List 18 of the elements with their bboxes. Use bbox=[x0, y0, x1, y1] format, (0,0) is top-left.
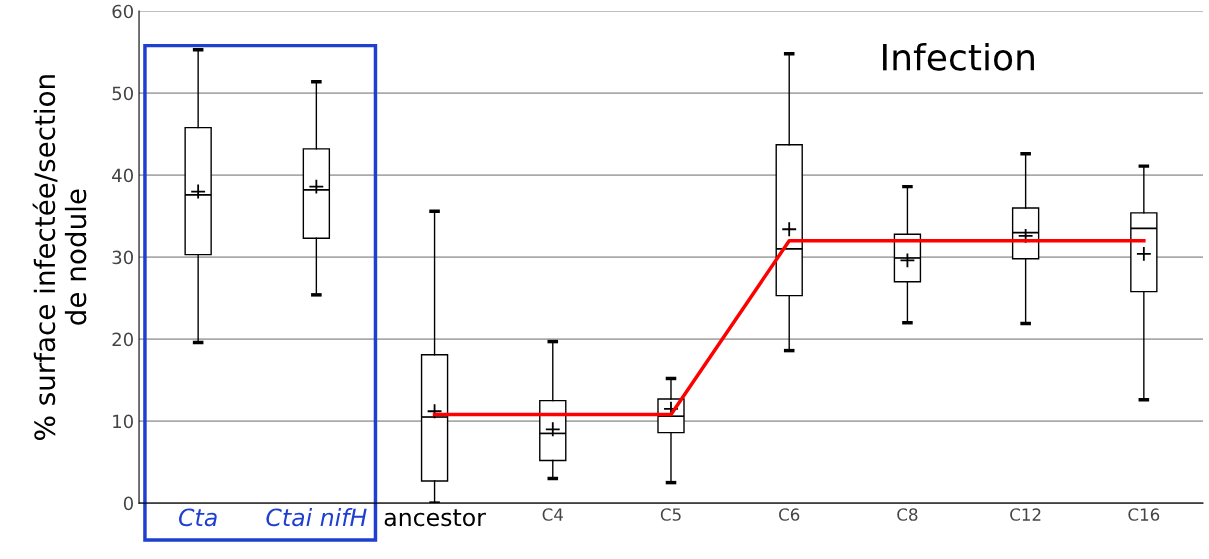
x-tick-label: ancestor bbox=[384, 509, 486, 527]
y-tick-label: 10 bbox=[113, 414, 133, 429]
y-axis-title: % surface infectée/section de nodule bbox=[32, 75, 87, 440]
x-tick-label: C8 bbox=[897, 508, 918, 521]
y-tick-label: 30 bbox=[112, 250, 133, 265]
x-tick-label: C16 bbox=[1128, 508, 1160, 521]
annotation: Infection bbox=[883, 42, 1034, 71]
x-tick-label: C4 bbox=[542, 508, 563, 521]
x-tick-label: Cta bbox=[179, 508, 217, 527]
y-tick-label: 0 bbox=[123, 496, 133, 511]
y-tick-label: 40 bbox=[112, 168, 133, 183]
y-tick-label: 20 bbox=[112, 332, 133, 347]
y-tick-label: 50 bbox=[112, 86, 133, 101]
x-tick-label: Ctai nifH bbox=[266, 507, 367, 527]
y-tick-label: 60 bbox=[112, 4, 133, 19]
x-tick-label: C12 bbox=[1010, 508, 1041, 521]
x-tick-label: C5 bbox=[660, 508, 681, 521]
x-tick-label: C6 bbox=[779, 508, 800, 521]
